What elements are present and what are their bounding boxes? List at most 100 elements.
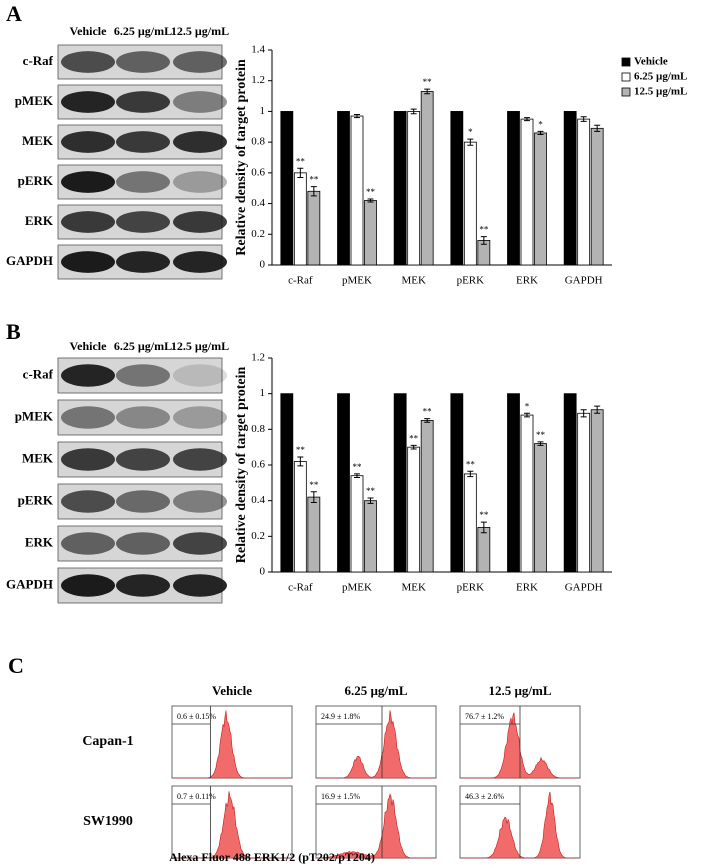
bar bbox=[280, 111, 294, 266]
legend-swatch bbox=[621, 57, 631, 67]
histogram bbox=[316, 710, 436, 779]
blot-band bbox=[173, 211, 227, 233]
bar bbox=[520, 118, 534, 266]
blot-band bbox=[173, 448, 227, 471]
error-bar bbox=[367, 497, 374, 504]
x-tick-label: pERK bbox=[457, 582, 485, 594]
y-tick-label: 0.4 bbox=[251, 494, 265, 506]
blot-band bbox=[61, 131, 115, 153]
lane-label: 6.25 µg/mL bbox=[114, 24, 172, 38]
y-tick-label: 0 bbox=[260, 259, 266, 271]
error-bar bbox=[310, 491, 317, 503]
x-tick-label: pMEK bbox=[342, 275, 372, 287]
y-tick-label: 0.8 bbox=[251, 136, 265, 148]
blot-band bbox=[61, 406, 115, 429]
significance-marker: * bbox=[525, 401, 530, 411]
bar bbox=[407, 111, 421, 266]
error-bar bbox=[467, 470, 474, 478]
blot-row-label: c-Raf bbox=[23, 53, 54, 68]
legend-label: 12.5 µg/mL bbox=[634, 86, 687, 98]
legend-swatch bbox=[621, 72, 631, 82]
y-tick-label: 0.8 bbox=[251, 423, 265, 435]
blot-row-label: MEK bbox=[22, 133, 54, 148]
y-tick-label: 1 bbox=[260, 105, 266, 117]
blot-band bbox=[173, 171, 227, 193]
y-tick-label: 1.2 bbox=[251, 352, 265, 364]
error-bar bbox=[410, 444, 417, 450]
blot-band bbox=[61, 251, 115, 273]
significance-marker: * bbox=[468, 127, 473, 137]
significance-marker: ** bbox=[309, 175, 319, 185]
legend-label: 6.25 µg/mL bbox=[634, 71, 687, 83]
significance-marker: ** bbox=[423, 407, 433, 417]
bar bbox=[534, 132, 547, 266]
bar bbox=[293, 461, 307, 573]
legend-label: Vehicle bbox=[634, 56, 668, 68]
blot-row-label: ERK bbox=[25, 534, 54, 549]
bar bbox=[520, 414, 534, 573]
significance-marker: ** bbox=[479, 225, 489, 235]
x-tick-label: pERK bbox=[457, 275, 485, 287]
column-header: 12.5 µg/mL bbox=[488, 683, 551, 698]
significance-marker: ** bbox=[536, 430, 546, 440]
blot-row-label: pMEK bbox=[15, 408, 54, 423]
lane-label: 6.25 µg/mL bbox=[114, 339, 172, 353]
significance-marker: ** bbox=[296, 445, 306, 455]
error-bar bbox=[524, 412, 530, 418]
blot-band bbox=[116, 131, 170, 153]
bar bbox=[420, 420, 434, 573]
significance-marker: ** bbox=[366, 187, 376, 197]
x-tick-label: GAPDH bbox=[565, 275, 603, 287]
lane-label: Vehicle bbox=[70, 24, 108, 38]
row-label: SW1990 bbox=[83, 814, 133, 829]
histogram bbox=[460, 791, 580, 859]
bar bbox=[293, 172, 307, 266]
error-bar bbox=[580, 409, 587, 418]
bar bbox=[364, 200, 377, 266]
blot-band bbox=[61, 532, 115, 555]
blot-band bbox=[173, 574, 227, 597]
histogram-frame bbox=[315, 785, 437, 859]
blot-band bbox=[116, 91, 170, 113]
bar bbox=[577, 412, 591, 573]
x-tick-label: c-Raf bbox=[288, 275, 313, 287]
bar bbox=[393, 393, 407, 573]
significance-marker: ** bbox=[423, 77, 433, 87]
panel-label: C bbox=[8, 653, 24, 678]
error-bar bbox=[297, 456, 304, 467]
blot-row-label: pERK bbox=[18, 173, 54, 188]
error-bar bbox=[580, 116, 587, 122]
significance-marker: ** bbox=[466, 459, 476, 469]
bar bbox=[563, 393, 577, 573]
gate-percentage: 16.9 ± 1.5% bbox=[321, 792, 360, 801]
blot-row-label: GAPDH bbox=[6, 576, 53, 591]
blot-band bbox=[116, 574, 170, 597]
error-bar bbox=[537, 130, 544, 135]
x-tick-label: MEK bbox=[401, 275, 426, 287]
y-tick-label: 0.6 bbox=[251, 166, 265, 178]
bar bbox=[280, 393, 294, 573]
bar bbox=[577, 118, 591, 266]
blot-band bbox=[173, 51, 227, 73]
significance-marker: ** bbox=[479, 510, 489, 520]
x-tick-label: GAPDH bbox=[565, 582, 603, 594]
blot-band bbox=[61, 171, 115, 193]
blot-band bbox=[116, 448, 170, 471]
histogram bbox=[172, 791, 292, 859]
blot-band bbox=[61, 211, 115, 233]
significance-marker: * bbox=[538, 119, 543, 129]
x-tick-label: ERK bbox=[516, 582, 538, 594]
blot-band bbox=[61, 364, 115, 387]
panel-label: A bbox=[6, 1, 22, 26]
bar bbox=[450, 393, 464, 573]
bar bbox=[590, 127, 604, 266]
blot-band bbox=[173, 251, 227, 273]
y-tick-label: 0.2 bbox=[251, 228, 265, 240]
error-bar bbox=[297, 167, 304, 178]
bar bbox=[350, 475, 364, 573]
y-tick-label: 0.2 bbox=[251, 530, 265, 542]
error-bar bbox=[467, 138, 474, 146]
y-tick-label: 0.4 bbox=[251, 197, 265, 209]
blot-band bbox=[116, 406, 170, 429]
